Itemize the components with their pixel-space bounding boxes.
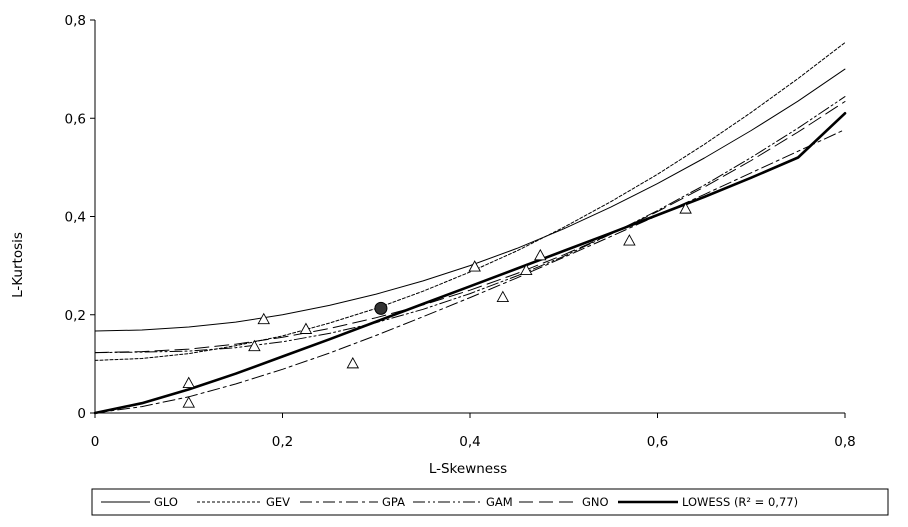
curve-gpa bbox=[94, 129, 846, 414]
observation-triangle bbox=[182, 376, 196, 388]
x-tick-label: 0,2 bbox=[272, 434, 293, 450]
legend-label: LOWESS (R² = 0,77) bbox=[682, 495, 798, 509]
legend-item: GLO bbox=[101, 495, 178, 509]
y-axis: 0 0,2 0,4 0,6 0,8 bbox=[65, 13, 96, 422]
observation-triangle bbox=[248, 339, 261, 352]
curve-gam bbox=[94, 96, 846, 354]
observation-triangle bbox=[182, 396, 196, 408]
legend-label: GEV bbox=[266, 495, 290, 509]
y-tick-label: 0,2 bbox=[65, 308, 86, 324]
legend-label: GPA bbox=[382, 495, 405, 509]
x-tick-label: 0,6 bbox=[647, 434, 668, 450]
legend-item: LOWESS (R² = 0,77) bbox=[618, 495, 798, 509]
legend-item: GAM bbox=[413, 495, 513, 509]
legend-item: GPA bbox=[300, 495, 405, 509]
legend-item: GNO bbox=[519, 495, 609, 509]
observations bbox=[182, 202, 692, 408]
y-tick-label: 0,6 bbox=[65, 111, 86, 127]
x-tick-label: 0,4 bbox=[459, 434, 480, 450]
curve-glo bbox=[94, 68, 846, 332]
y-tick-label: 0 bbox=[77, 406, 86, 422]
legend: GLO GEV GPA GAM GNO LOWESS (R² = 0,77) bbox=[91, 488, 889, 516]
y-tick-label: 0,8 bbox=[65, 13, 86, 29]
legend-label: GNO bbox=[582, 495, 609, 509]
curve-lowess-r-0-77 bbox=[93, 112, 847, 415]
legend-item: GEV bbox=[197, 495, 290, 509]
legend-label: GAM bbox=[486, 495, 513, 509]
observation-triangle bbox=[534, 248, 547, 261]
observation-triangle bbox=[299, 322, 313, 334]
observation-triangle bbox=[496, 290, 510, 303]
observation-triangle bbox=[519, 263, 533, 275]
curve-gev bbox=[94, 42, 846, 361]
observation-triangle bbox=[623, 234, 636, 246]
regional-average-point bbox=[374, 301, 388, 315]
y-tick-label: 0,4 bbox=[65, 210, 86, 226]
x-axis: 0 0,2 0,4 0,6 0,8 bbox=[91, 412, 856, 450]
theoretical-curves bbox=[93, 42, 847, 415]
legend-label: GLO bbox=[154, 495, 178, 509]
x-tick-label: 0,8 bbox=[834, 434, 855, 450]
x-tick-label: 0 bbox=[91, 434, 100, 450]
observation-triangle bbox=[257, 312, 271, 325]
observation-triangle bbox=[679, 202, 692, 214]
plot-area: 0 0,2 0,4 0,6 0,8 0 0,2 0,4 0,6 0,8 bbox=[65, 13, 856, 450]
x-axis-label: L-Skewness bbox=[429, 461, 507, 477]
observation-triangle bbox=[468, 260, 481, 272]
curve-gno bbox=[94, 101, 846, 354]
observation-triangle bbox=[346, 356, 360, 369]
y-axis-label: L-Kurtosis bbox=[10, 232, 26, 298]
